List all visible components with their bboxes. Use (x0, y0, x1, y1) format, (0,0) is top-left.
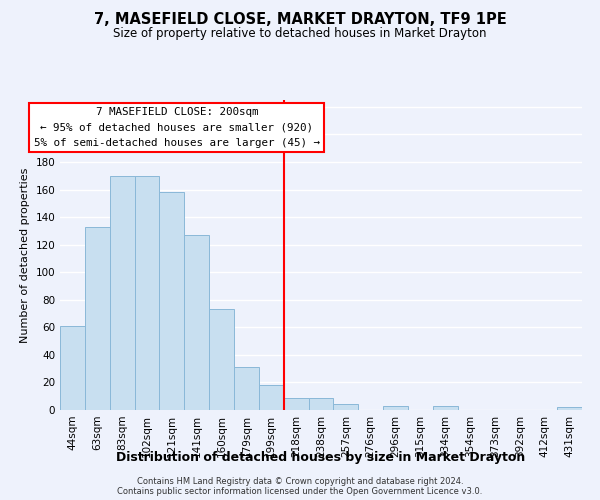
Y-axis label: Number of detached properties: Number of detached properties (20, 168, 30, 342)
Bar (209, 310, 234, 410)
Bar (85, 227, 110, 410)
Bar (308, 398, 334, 410)
Bar (383, 406, 408, 410)
Bar (110, 176, 134, 410)
Text: Contains HM Land Registry data © Crown copyright and database right 2024.: Contains HM Land Registry data © Crown c… (137, 476, 463, 486)
Bar (234, 368, 259, 410)
Bar (160, 192, 184, 410)
Bar (334, 404, 358, 410)
Bar (134, 176, 160, 410)
Bar (259, 385, 284, 410)
Bar (557, 407, 582, 410)
Bar (284, 398, 308, 410)
Bar (60, 326, 85, 410)
Bar (433, 406, 458, 410)
Text: 7 MASEFIELD CLOSE: 200sqm
← 95% of detached houses are smaller (920)
5% of semi-: 7 MASEFIELD CLOSE: 200sqm ← 95% of detac… (34, 107, 320, 148)
Text: 7, MASEFIELD CLOSE, MARKET DRAYTON, TF9 1PE: 7, MASEFIELD CLOSE, MARKET DRAYTON, TF9 … (94, 12, 506, 28)
Text: Contains public sector information licensed under the Open Government Licence v3: Contains public sector information licen… (118, 486, 482, 496)
Bar (184, 235, 209, 410)
Text: Distribution of detached houses by size in Market Drayton: Distribution of detached houses by size … (116, 451, 526, 464)
Text: Size of property relative to detached houses in Market Drayton: Size of property relative to detached ho… (113, 28, 487, 40)
